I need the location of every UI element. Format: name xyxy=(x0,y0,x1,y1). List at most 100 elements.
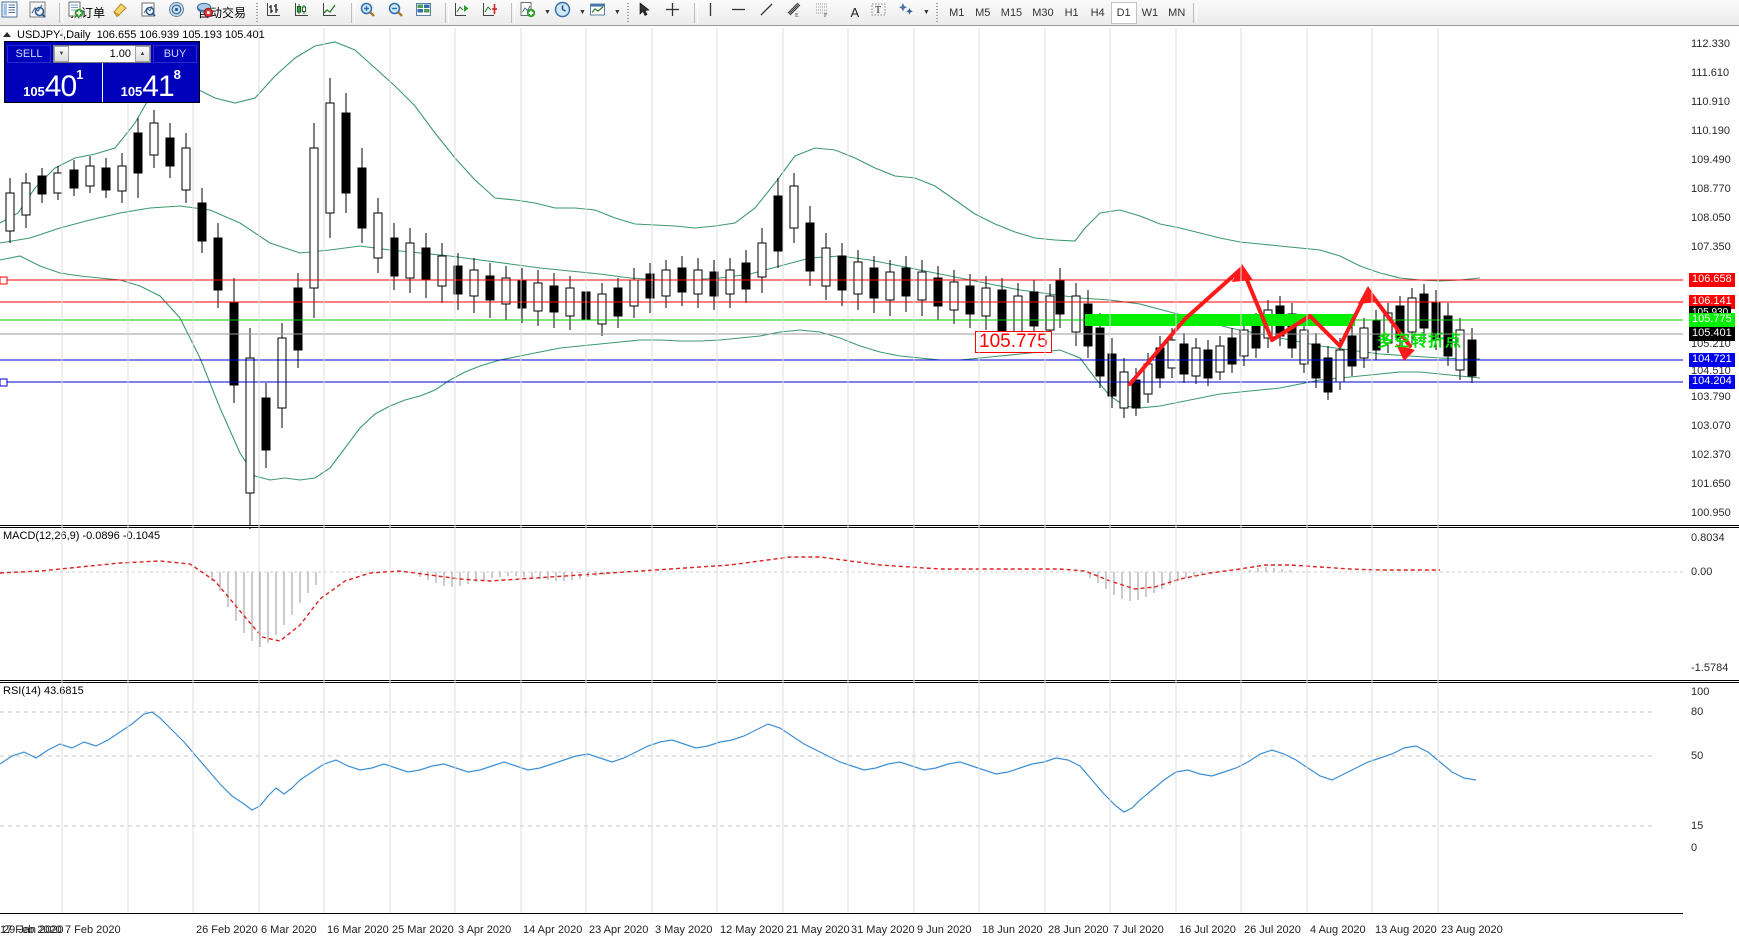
volume-increase-button[interactable]: ▲ xyxy=(135,45,150,62)
timeframe-m5[interactable]: M5 xyxy=(975,6,991,19)
price-annotation-label[interactable]: 105.775 xyxy=(975,331,1052,353)
volume-decrease-button[interactable]: ▼ xyxy=(54,45,69,62)
date-tick-label: 3 Apr 2020 xyxy=(458,924,512,936)
price-tag-support-2[interactable]: 104.204 xyxy=(1689,375,1735,389)
price-tag-resistance-2[interactable]: 106.141 xyxy=(1689,295,1735,309)
timeframe-m1[interactable]: M1 xyxy=(949,6,965,19)
price-tag-support-1[interactable]: 104.721 xyxy=(1689,353,1735,367)
timeframe-h1[interactable]: H1 xyxy=(1064,6,1079,19)
buy-price[interactable]: 105 41 8 xyxy=(101,63,200,104)
trendline-icon[interactable] xyxy=(758,1,784,25)
macd-pane-divider[interactable] xyxy=(0,525,1739,528)
price-axis-scale[interactable]: 112.330 111.610 110.910 110.190 109.490 … xyxy=(1683,28,1739,525)
cursor-icon[interactable] xyxy=(636,1,662,25)
crosshair-icon[interactable] xyxy=(664,1,690,25)
turning-point-annotation[interactable]: 多空转折点 xyxy=(1377,333,1463,350)
date-tick-label: 7 Jul 2020 xyxy=(1113,924,1164,936)
buy-price-main: 41 xyxy=(142,70,174,104)
metaeditor-icon[interactable] xyxy=(112,1,138,25)
date-tick-label: 3 May 2020 xyxy=(655,924,713,936)
toolbar-grip-2[interactable] xyxy=(625,2,632,23)
toolbar-grip-3[interactable] xyxy=(934,2,941,23)
date-axis[interactable]: 29 Jan 2020 7 Feb 2020 17 Feb 2020 26 Fe… xyxy=(0,913,1683,949)
date-tick-label: 4 Aug 2020 xyxy=(1310,924,1366,936)
timeframe-m30[interactable]: M30 xyxy=(1032,6,1054,19)
rsi-tick: 0 xyxy=(1691,842,1698,854)
timeframe-d1[interactable]: D1 xyxy=(1110,1,1137,24)
zoom-in-icon[interactable] xyxy=(359,1,385,25)
indicators-icon[interactable] xyxy=(519,1,545,25)
price-tag-pivot[interactable]: 105.775 xyxy=(1689,313,1735,327)
autotrading-button[interactable]: 自动交易 xyxy=(196,1,251,25)
macd-pane[interactable]: MACD(12,26,9) -0.0896 -0.1045 xyxy=(0,529,1683,680)
price-tag-last[interactable]: 105.401 xyxy=(1689,327,1735,341)
bar-chart-icon[interactable] xyxy=(265,1,291,25)
toolbar-grip[interactable] xyxy=(255,2,262,23)
periods-dropdown-caret[interactable]: ▼ xyxy=(578,9,586,16)
price-tag-resistance-1[interactable]: 106.658 xyxy=(1689,273,1735,287)
rsi-tick: 15 xyxy=(1691,820,1704,832)
sell-button[interactable]: SELL xyxy=(7,44,51,63)
market-watch-icon[interactable] xyxy=(1,1,27,25)
timeframe-h4[interactable]: H4 xyxy=(1090,6,1105,19)
vertical-line-icon[interactable] xyxy=(702,1,728,25)
equidistant-channel-icon[interactable]: E xyxy=(786,1,812,25)
volume-stepper[interactable]: ▼ 1.00 ▲ xyxy=(53,44,151,63)
indicators-dropdown-caret[interactable]: ▼ xyxy=(544,9,551,16)
expert-advisors-icon[interactable] xyxy=(140,1,166,25)
text-label-icon[interactable]: T xyxy=(870,1,896,25)
date-tick-label: 13 Aug 2020 xyxy=(1375,924,1437,936)
buy-price-big-figure: 105 xyxy=(120,84,143,99)
chart-shift-icon[interactable] xyxy=(415,1,441,25)
signals-icon[interactable] xyxy=(168,1,194,25)
date-tick-label: 14 Apr 2020 xyxy=(523,924,583,936)
price-tick: 108.050 xyxy=(1691,212,1731,224)
timeframe-m15[interactable]: M15 xyxy=(1000,6,1023,19)
resistance-handle-1 xyxy=(0,276,8,285)
date-tick-label: 26 Jul 2020 xyxy=(1244,924,1301,936)
toolbar-separator xyxy=(59,2,63,23)
toolbar-separator-end xyxy=(1193,2,1198,23)
line-chart-icon[interactable] xyxy=(321,1,347,25)
shapes-dropdown-caret[interactable]: ▼ xyxy=(922,9,930,16)
rsi-pane[interactable]: RSI(14) 43.6815 xyxy=(0,684,1683,913)
date-tick-label: 16 Jul 2020 xyxy=(1179,924,1236,936)
price-chart-pane[interactable]: 105.775 多空转折点 xyxy=(0,28,1683,538)
sell-price-main: 40 xyxy=(44,70,77,104)
chart-shift-end-icon[interactable] xyxy=(481,1,507,25)
candlestick-chart-icon[interactable] xyxy=(293,1,319,25)
fibonacci-retracement-icon[interactable]: F xyxy=(814,1,840,25)
auto-scroll-icon[interactable] xyxy=(453,1,479,25)
date-tick-label: 9 Jun 2020 xyxy=(917,924,972,936)
horizontal-line-icon[interactable] xyxy=(730,1,756,25)
macd-tick: -1.5784 xyxy=(1691,662,1729,674)
text-icon[interactable]: A xyxy=(850,5,860,20)
price-tick: 101.650 xyxy=(1691,478,1731,490)
volume-value[interactable]: 1.00 xyxy=(109,47,131,60)
timeframe-mn[interactable]: MN xyxy=(1168,6,1186,19)
new-order-button[interactable]: 新订单 xyxy=(67,1,110,25)
zigzag-arrow-up-1 xyxy=(1232,264,1253,282)
price-tick: 111.610 xyxy=(1691,67,1730,79)
sell-price[interactable]: 105 40 1 xyxy=(5,63,102,102)
main-toolbar: 新订单 xyxy=(0,0,1739,26)
macd-label: MACD(12,26,9) -0.0896 -0.1045 xyxy=(3,530,161,542)
shapes-icon[interactable] xyxy=(898,1,924,25)
date-tick-label: 18 Jun 2020 xyxy=(982,924,1043,936)
rsi-axis-scale[interactable]: 100 80 50 15 0 xyxy=(1683,684,1739,913)
data-window-icon[interactable] xyxy=(29,1,55,25)
periods-icon[interactable] xyxy=(554,1,580,25)
collapse-triangle-icon[interactable] xyxy=(3,32,11,37)
rsi-pane-divider[interactable] xyxy=(0,680,1739,683)
macd-axis-scale[interactable]: 0.8034 0.00 -1.5784 xyxy=(1683,529,1739,680)
zoom-out-icon[interactable] xyxy=(387,1,413,25)
templates-icon[interactable] xyxy=(589,1,615,25)
date-tick-label: 31 May 2020 xyxy=(851,924,915,936)
date-tick-label: 28 Jun 2020 xyxy=(1048,924,1109,936)
projection-zigzag xyxy=(1128,266,1412,386)
buy-button[interactable]: BUY xyxy=(153,44,197,63)
one-click-trading-controls: SELL ▼ 1.00 ▲ BUY xyxy=(5,42,199,63)
templates-dropdown-caret[interactable]: ▼ xyxy=(613,9,621,16)
timeframe-w1[interactable]: W1 xyxy=(1141,6,1159,19)
price-tick: 100.950 xyxy=(1691,507,1731,519)
